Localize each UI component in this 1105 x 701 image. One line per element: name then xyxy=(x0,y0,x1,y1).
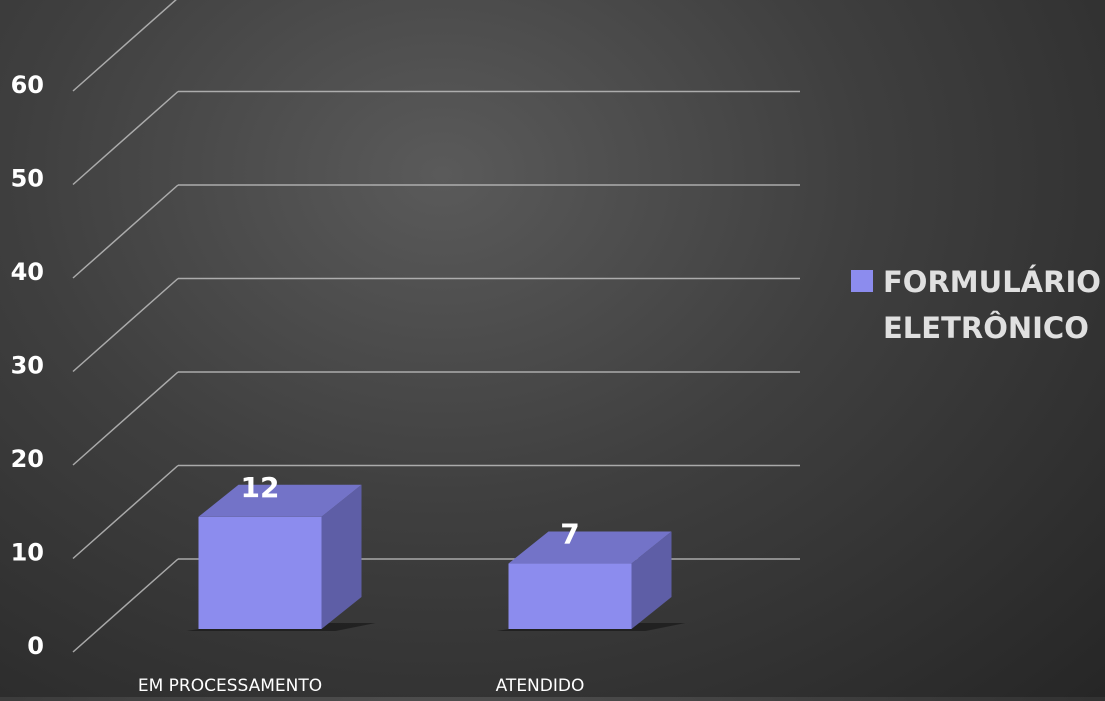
gridline-side xyxy=(72,464,179,560)
data-label: 7 xyxy=(560,518,579,551)
legend-label: ELETRÔNICO xyxy=(883,311,1089,345)
legend-swatch xyxy=(851,270,873,292)
x-axis-labels: EM PROCESSAMENTO ATENDIDO xyxy=(138,676,585,696)
gridline-side xyxy=(72,90,179,186)
y-tick-label: 30 xyxy=(11,352,44,380)
y-axis-ticks: 0 10 20 30 40 50 60 xyxy=(11,71,44,660)
gridline-side xyxy=(72,371,179,466)
y-tick-label: 40 xyxy=(11,258,44,286)
legend: FORMULÁRIO ELETRÔNICO xyxy=(851,265,1101,345)
x-category-label: ATENDIDO xyxy=(496,676,585,696)
y-tick-label: 60 xyxy=(11,71,44,99)
bar-side xyxy=(631,531,672,629)
gridline-side xyxy=(72,0,177,92)
y-tick-label: 0 xyxy=(27,632,44,660)
bar-top xyxy=(198,484,362,517)
y-tick-label: 20 xyxy=(11,445,44,473)
y-tick-label: 50 xyxy=(11,165,44,193)
x-category-label: EM PROCESSAMENTO xyxy=(138,676,322,696)
bar-1: 12 xyxy=(186,471,376,631)
bar-front xyxy=(198,516,322,629)
y-tick-label: 10 xyxy=(11,539,44,567)
gridline-side xyxy=(72,184,179,279)
grid-layer xyxy=(72,0,800,653)
gridline-side xyxy=(72,277,179,373)
bars: 12 7 xyxy=(186,471,686,631)
bar-side xyxy=(321,484,362,629)
data-label: 12 xyxy=(241,471,280,504)
legend-label: FORMULÁRIO xyxy=(883,265,1101,299)
bar-2: 7 xyxy=(496,518,686,631)
gridline-side xyxy=(72,558,179,653)
bar-front xyxy=(508,563,632,629)
bar-top xyxy=(508,531,672,564)
